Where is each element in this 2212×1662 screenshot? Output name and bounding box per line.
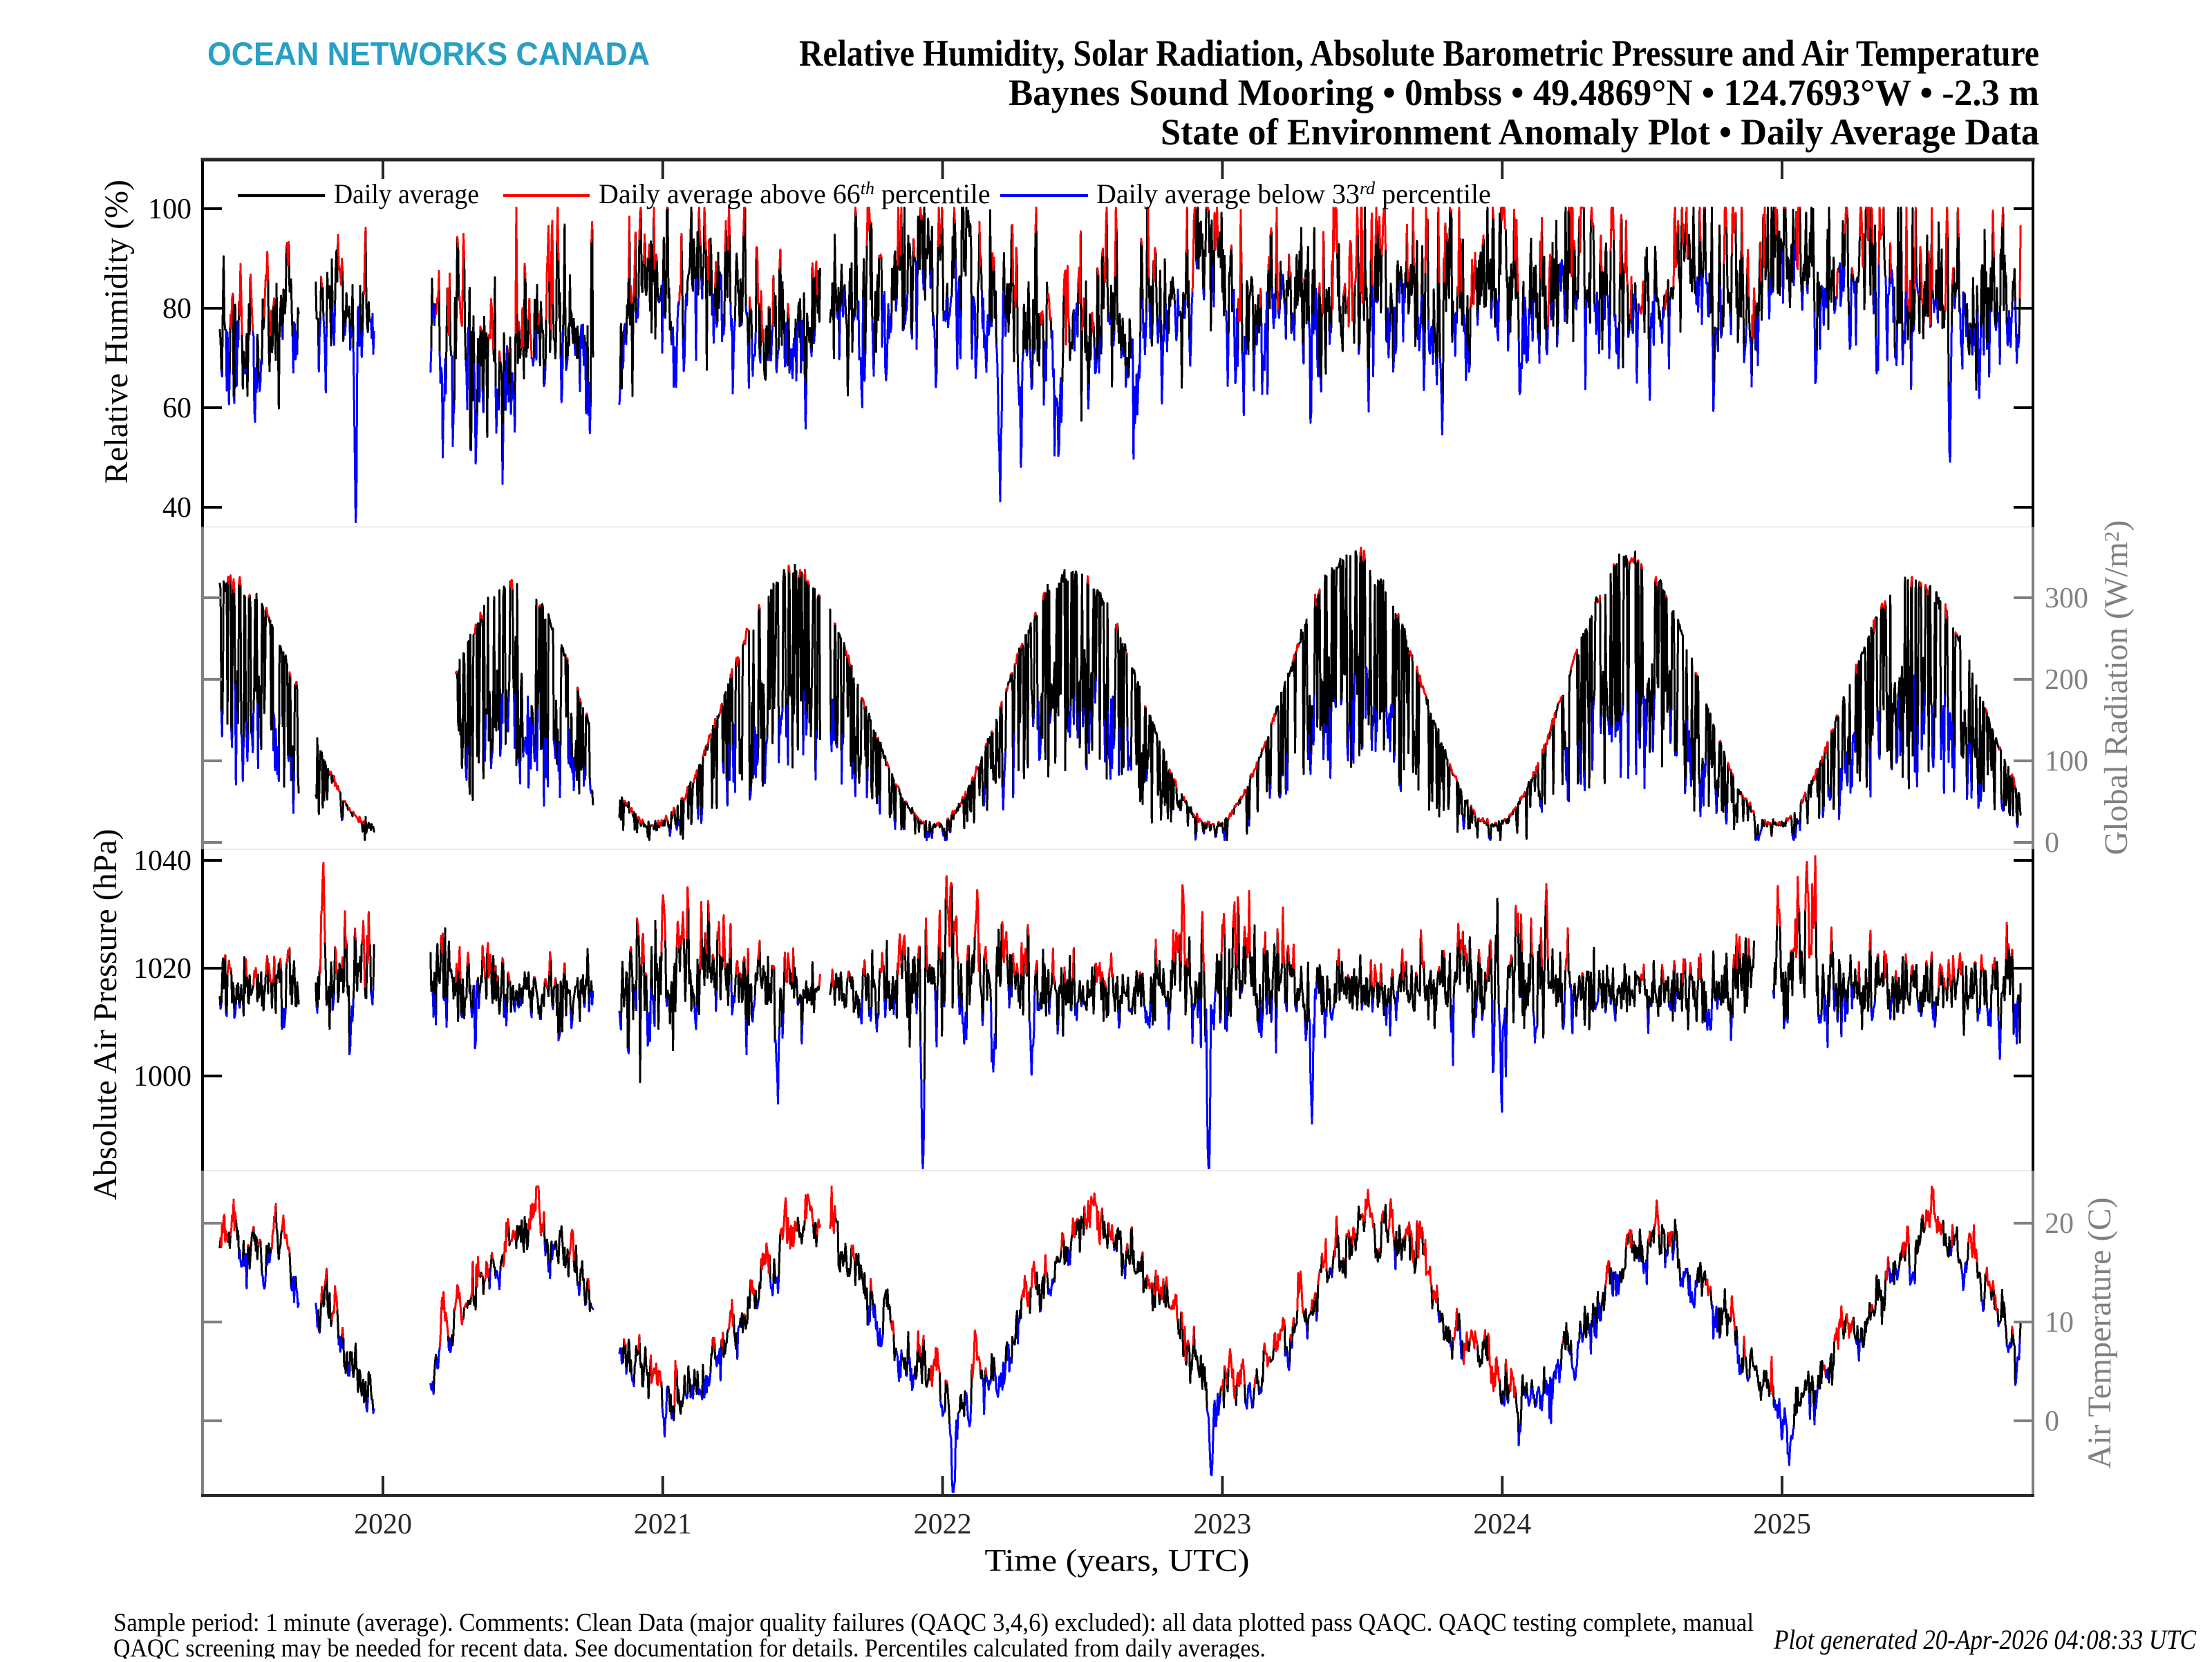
svg-text:100: 100 <box>148 193 191 225</box>
svg-text:State of Environment Anomaly P: State of Environment Anomaly Plot • Dail… <box>1161 111 2039 153</box>
svg-text:Daily average above 66th perce: Daily average above 66th percentile <box>599 178 991 209</box>
svg-text:OCEAN NETWORKS CANADA: OCEAN NETWORKS CANADA <box>207 35 650 72</box>
svg-text:Baynes Sound Mooring • 0mbss •: Baynes Sound Mooring • 0mbss • 49.4869°N… <box>1009 72 2039 113</box>
svg-text:0: 0 <box>2045 1406 2059 1437</box>
svg-text:2025: 2025 <box>1753 1509 1811 1540</box>
svg-text:80: 80 <box>162 293 191 325</box>
svg-text:200: 200 <box>2045 664 2088 696</box>
svg-text:2021: 2021 <box>634 1509 692 1540</box>
svg-text:1020: 1020 <box>133 953 191 985</box>
svg-text:Relative Humidity (%): Relative Humidity (%) <box>98 180 135 484</box>
svg-text:2024: 2024 <box>1473 1509 1531 1540</box>
svg-text:1000: 1000 <box>133 1061 191 1093</box>
svg-text:Sample period: 1 minute (avera: Sample period: 1 minute (average). Comme… <box>113 1609 1754 1637</box>
svg-text:Absolute Air Pressure (hPa): Absolute Air Pressure (hPa) <box>87 829 124 1200</box>
svg-text:Plot generated 20-Apr-2026 04:: Plot generated 20-Apr-2026 04:08:33 UTC <box>1773 1624 2197 1655</box>
svg-text:Daily average below 33rd perce: Daily average below 33rd percentile <box>1096 178 1491 209</box>
svg-text:2023: 2023 <box>1193 1509 1251 1540</box>
svg-text:Air Temperature (C): Air Temperature (C) <box>2081 1198 2118 1469</box>
svg-text:Relative Humidity, Solar Radia: Relative Humidity, Solar Radiation, Abso… <box>799 32 2039 74</box>
svg-text:20: 20 <box>2045 1208 2074 1240</box>
svg-text:2020: 2020 <box>354 1509 412 1540</box>
svg-text:QAQC screening may be needed f: QAQC screening may be needed for recent … <box>113 1634 1266 1659</box>
svg-text:Global Radiation (W/m2): Global Radiation (W/m2) <box>2098 520 2135 856</box>
svg-text:Time (years, UTC): Time (years, UTC) <box>985 1543 1250 1578</box>
svg-text:60: 60 <box>162 393 191 424</box>
svg-text:0: 0 <box>2045 827 2059 859</box>
svg-text:2022: 2022 <box>914 1509 972 1540</box>
svg-text:1040: 1040 <box>133 845 191 877</box>
svg-text:300: 300 <box>2045 583 2088 614</box>
svg-text:Daily average: Daily average <box>334 178 479 209</box>
svg-text:100: 100 <box>2045 746 2088 777</box>
svg-text:10: 10 <box>2045 1307 2074 1339</box>
svg-text:40: 40 <box>162 492 191 524</box>
